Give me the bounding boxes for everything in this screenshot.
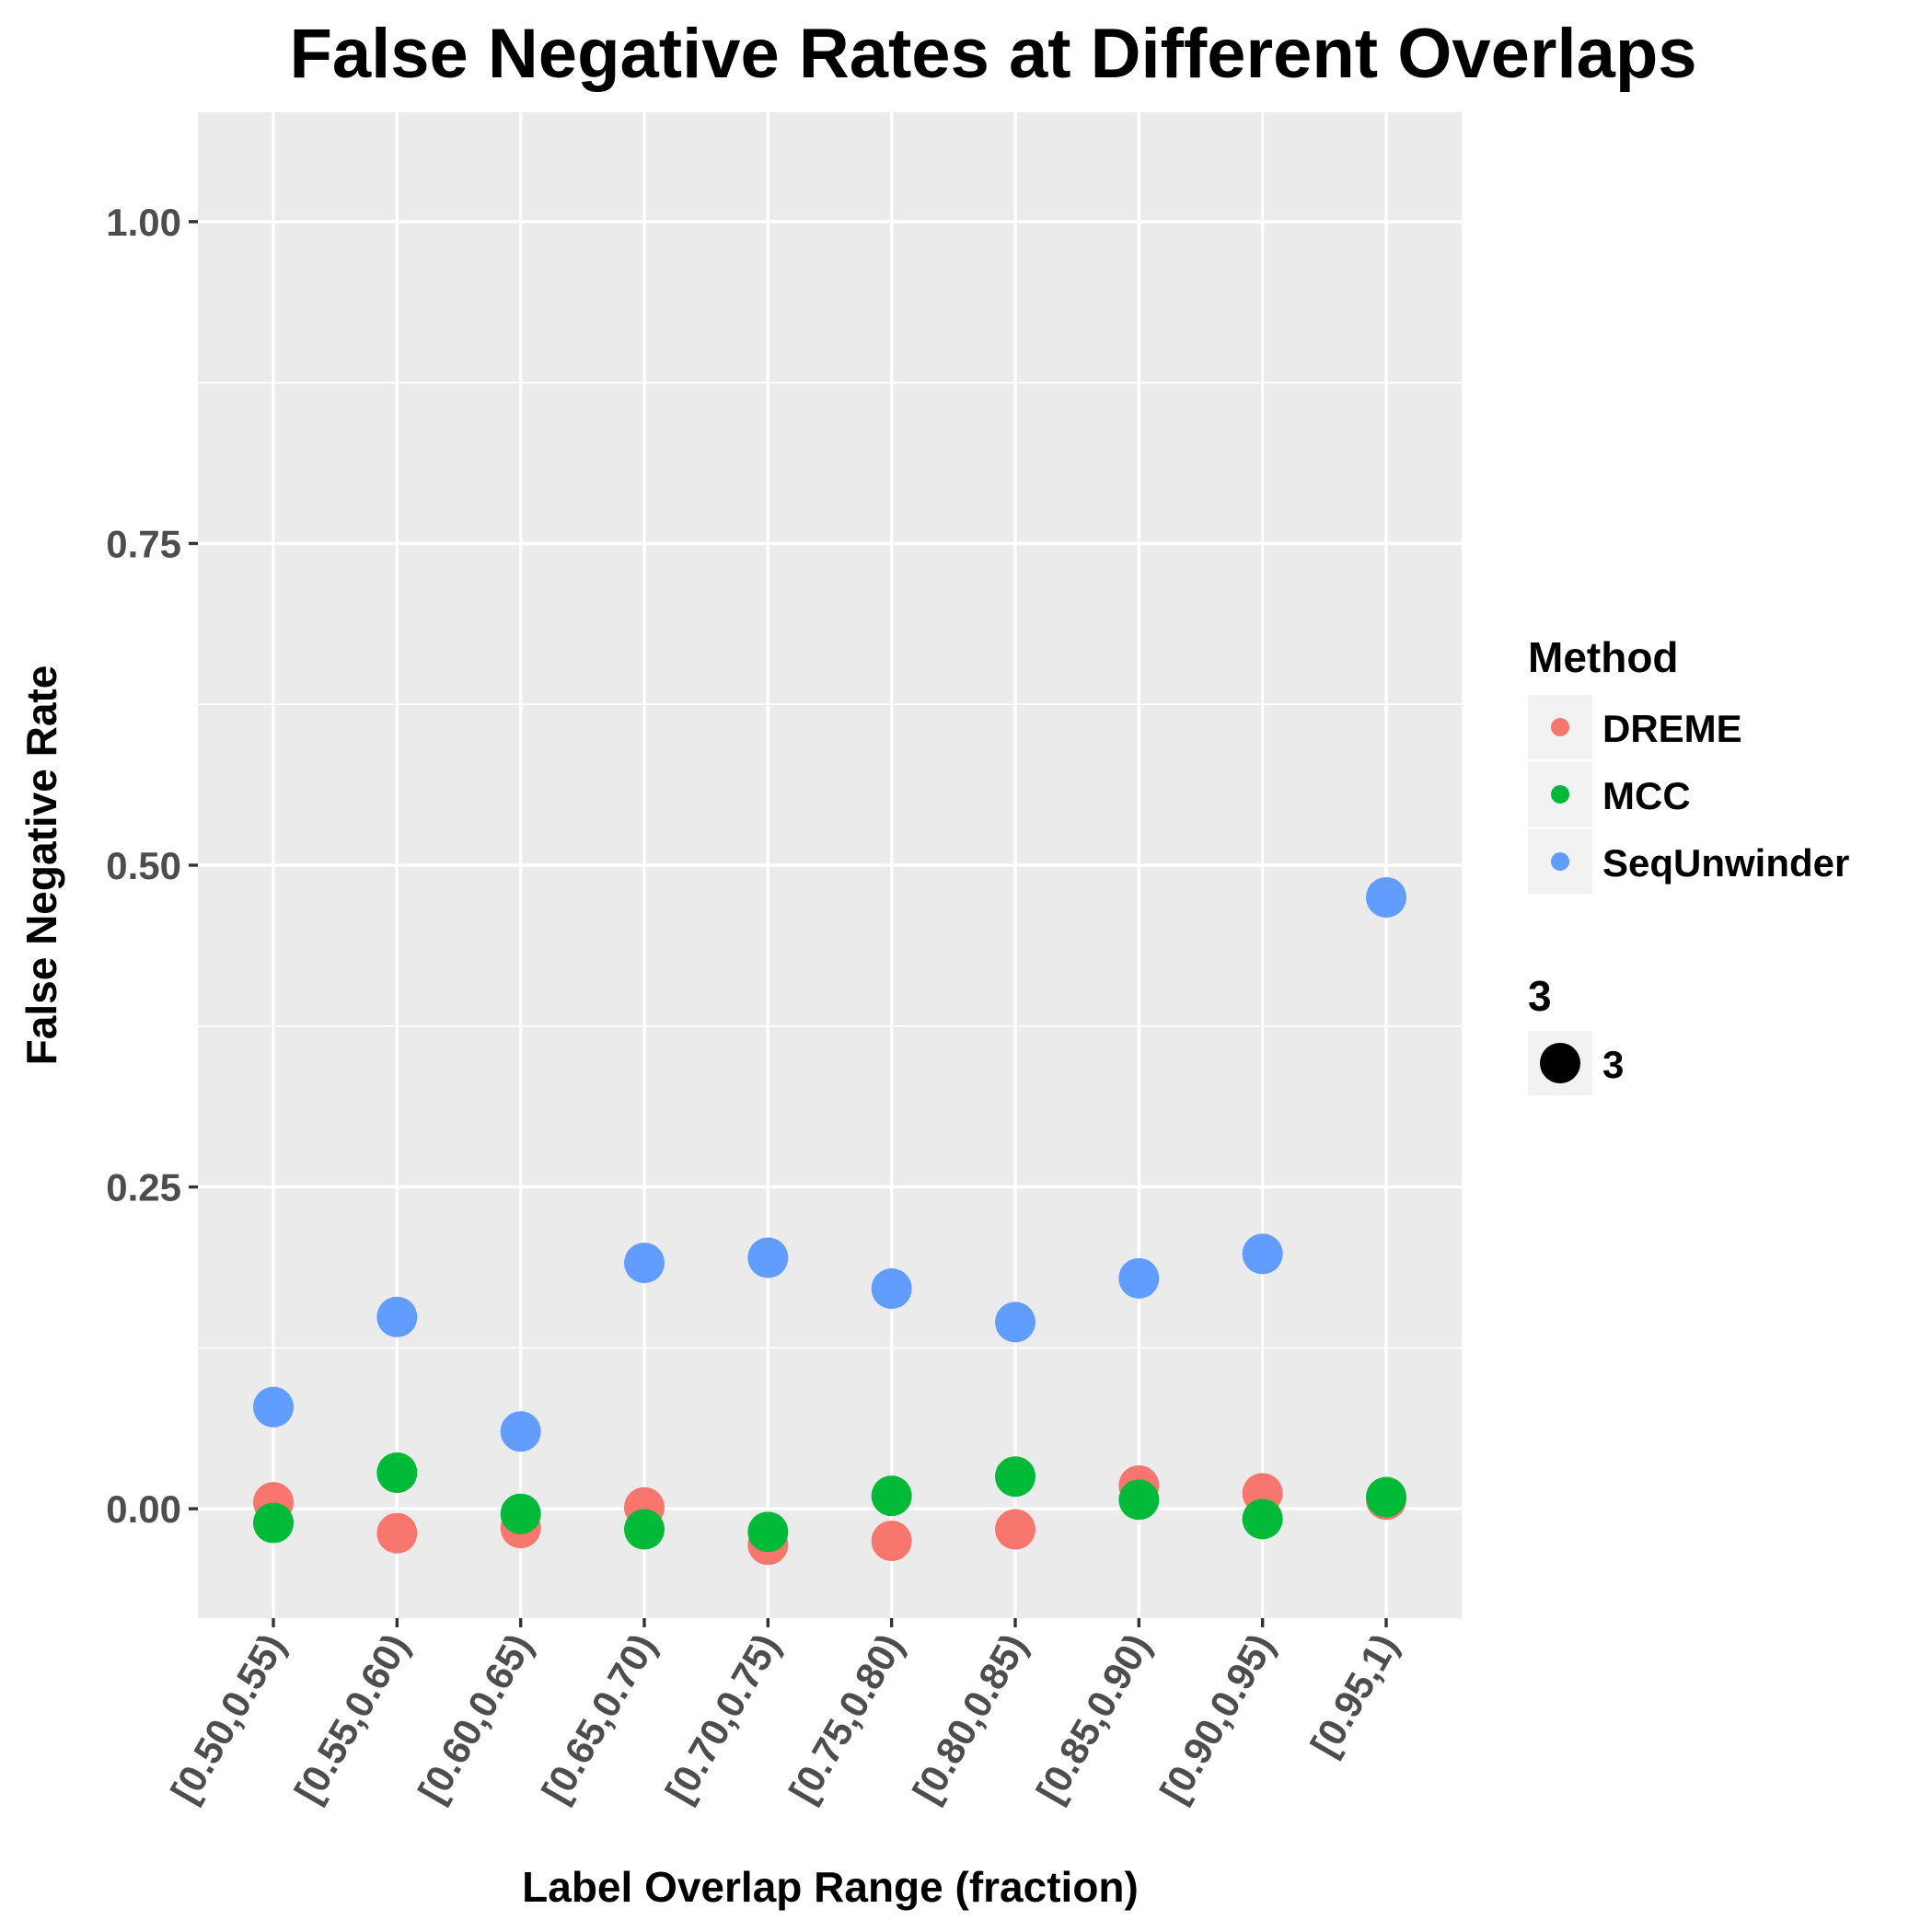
legend-label-dreme: DREME [1602, 707, 1742, 750]
point-mcc-5 [871, 1475, 912, 1517]
legend-label-sequnwinder: SeqUnwinder [1602, 841, 1849, 885]
legend-item-sequnwinder: SeqUnwinder [1528, 829, 1849, 894]
point-sequnwinder-0 [253, 1386, 294, 1428]
point-mcc-8 [1242, 1498, 1283, 1540]
point-mcc-7 [1118, 1479, 1160, 1521]
legend-size-title: 3 [1528, 972, 1552, 1020]
legend: Method DREME MCC SeqUnwinder 3 3 [1528, 633, 1849, 1095]
x-tick-label: [0.60,0.65) [410, 1626, 540, 1810]
point-sequnwinder-5 [871, 1268, 912, 1310]
point-sequnwinder-1 [376, 1296, 418, 1337]
y-tick-label: 1.00 [106, 201, 181, 244]
x-tick-label: [0.85,0.90) [1028, 1626, 1159, 1810]
y-tick-label: 0.00 [106, 1487, 181, 1531]
x-tick-label: [0.55,0.60) [286, 1626, 417, 1810]
point-mcc-4 [747, 1511, 789, 1553]
x-tick-label: [0.80,0.85) [905, 1626, 1035, 1810]
data-points [253, 876, 1406, 1566]
y-tick-label: 0.50 [106, 844, 181, 887]
legend-key-dreme [1551, 718, 1569, 736]
legend-key-mcc [1551, 785, 1569, 804]
point-mcc-1 [376, 1452, 418, 1493]
point-mcc-2 [500, 1493, 541, 1534]
legend-label-size: 3 [1602, 1043, 1624, 1086]
x-tick-label: [0.70,0.75) [657, 1626, 788, 1810]
point-dreme-1 [376, 1512, 418, 1554]
legend-color-title: Method [1528, 633, 1679, 681]
legend-label-mcc: MCC [1602, 774, 1691, 817]
y-axis: 0.00 0.25 0.50 0.75 1.00 [106, 201, 198, 1531]
x-tick-label: [0.50,0.55) [163, 1626, 294, 1810]
legend-item-size: 3 [1528, 1031, 1624, 1095]
x-tick-label: [0.95,1) [1302, 1626, 1406, 1764]
y-tick-label: 0.75 [106, 522, 181, 565]
point-mcc-9 [1366, 1476, 1406, 1518]
legend-key-sequnwinder [1551, 852, 1569, 871]
x-tick-label: [0.90,0.95) [1151, 1626, 1282, 1810]
point-sequnwinder-6 [995, 1301, 1035, 1343]
point-mcc-6 [995, 1456, 1035, 1498]
x-tick-label: [0.65,0.70) [534, 1626, 665, 1810]
point-sequnwinder-2 [500, 1411, 541, 1452]
x-axis-title: Label Overlap Range (fraction) [522, 1863, 1139, 1911]
point-mcc-3 [624, 1509, 665, 1550]
point-mcc-0 [253, 1502, 294, 1544]
legend-item-dreme: DREME [1528, 695, 1742, 759]
point-dreme-6 [995, 1509, 1035, 1550]
chart-title: False Negative Rates at Different Overla… [289, 15, 1696, 93]
point-sequnwinder-7 [1118, 1257, 1160, 1299]
point-sequnwinder-8 [1242, 1233, 1283, 1275]
x-tick-label: [0.75,0.80) [781, 1626, 911, 1810]
grid-lines [198, 112, 1462, 1618]
legend-key-size [1540, 1043, 1580, 1083]
point-sequnwinder-4 [747, 1237, 789, 1278]
x-axis: [0.50,0.55)[0.55,0.60)[0.60,0.65)[0.65,0… [163, 1618, 1406, 1810]
point-dreme-5 [871, 1521, 912, 1562]
y-tick-label: 0.25 [106, 1166, 181, 1209]
y-axis-title: False Negative Rate [17, 665, 65, 1066]
point-sequnwinder-3 [624, 1243, 665, 1284]
legend-item-mcc: MCC [1528, 762, 1691, 827]
point-sequnwinder-9 [1366, 876, 1406, 918]
